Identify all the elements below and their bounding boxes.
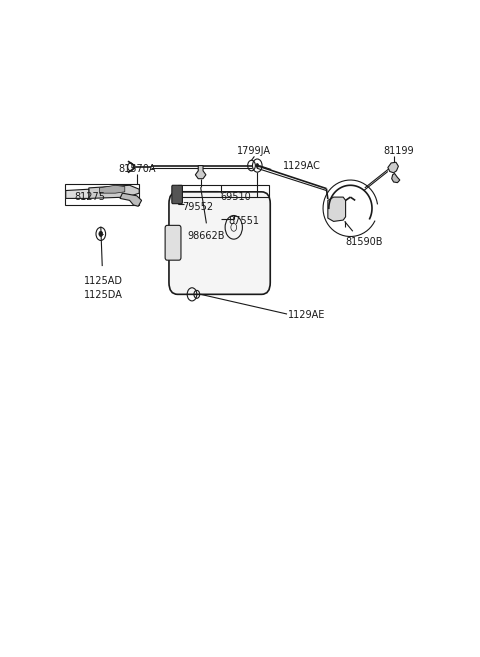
- Polygon shape: [99, 185, 125, 193]
- Text: 79552: 79552: [182, 202, 214, 212]
- Text: 81275: 81275: [74, 192, 106, 202]
- Text: 98662B: 98662B: [188, 231, 225, 241]
- Text: 69510: 69510: [221, 192, 252, 202]
- Polygon shape: [66, 189, 89, 198]
- Text: 1125AD: 1125AD: [84, 276, 123, 286]
- Text: 1125DA: 1125DA: [84, 290, 122, 300]
- FancyBboxPatch shape: [169, 192, 270, 294]
- Text: 1799JA: 1799JA: [238, 147, 271, 156]
- Polygon shape: [388, 162, 398, 173]
- Text: 87551: 87551: [228, 216, 259, 227]
- Circle shape: [256, 164, 259, 168]
- Text: 81199: 81199: [383, 147, 414, 156]
- Polygon shape: [195, 166, 206, 179]
- Text: 1129AE: 1129AE: [288, 310, 325, 321]
- Circle shape: [99, 231, 103, 237]
- Text: 81570A: 81570A: [118, 164, 156, 174]
- Polygon shape: [89, 185, 139, 198]
- Polygon shape: [392, 173, 400, 183]
- FancyBboxPatch shape: [172, 185, 182, 204]
- Polygon shape: [328, 197, 346, 221]
- Text: 1129AC: 1129AC: [283, 161, 321, 171]
- Polygon shape: [120, 193, 142, 206]
- Text: 81590B: 81590B: [346, 237, 383, 246]
- FancyBboxPatch shape: [165, 225, 181, 260]
